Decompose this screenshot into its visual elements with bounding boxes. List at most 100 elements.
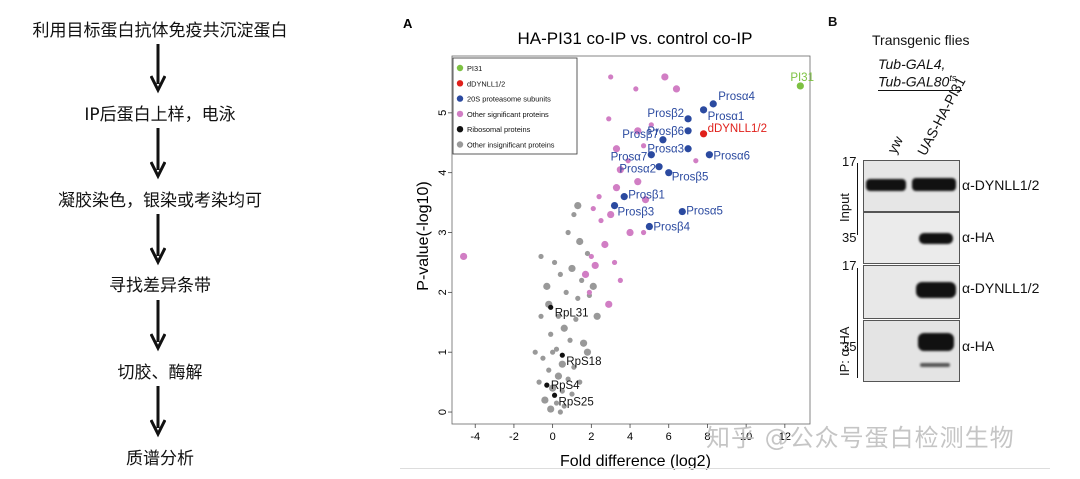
point-significant (626, 228, 634, 237)
point-label: Prosα4 (718, 91, 755, 103)
point-insignificant (565, 376, 571, 382)
blot-ip-ha (863, 320, 960, 382)
point-insignificant (565, 229, 571, 236)
point-20S (684, 127, 692, 135)
volcano-plot: A HA-PI31 co-IP vs. control co-IP -4 -2 0 2… (403, 16, 814, 470)
point-insignificant (577, 379, 583, 385)
point-label: Prosβ3 (618, 207, 655, 219)
flow-step-2: IP后蛋白上样，电泳 (84, 105, 236, 125)
point-insignificant (550, 349, 556, 355)
point-ribo (548, 304, 554, 310)
panel-b-title: Transgenic flies (872, 32, 970, 48)
antibody-label: α-DYNLL1/2 (962, 280, 1040, 296)
point-insignificant (540, 355, 546, 361)
point-insignificant (551, 259, 558, 266)
point-insignificant (589, 282, 597, 290)
y-tick-label: 2 (437, 289, 449, 295)
point-label: Prosβ5 (672, 172, 709, 184)
x-tick-label: 4 (627, 431, 633, 443)
down-arrow-icon (150, 214, 166, 266)
legend-marker (456, 95, 464, 102)
point-significant (634, 178, 642, 186)
down-arrow-icon (150, 44, 166, 94)
point-label: Prosβ6 (647, 126, 684, 138)
x-axis-label: Fold difference (log2) (560, 453, 711, 470)
point-insignificant (571, 364, 577, 370)
flow-step-4: 寻找差异条带 (109, 276, 211, 296)
point-insignificant (547, 405, 555, 413)
legend-entry: PI31 (467, 64, 482, 73)
point-significant (617, 277, 623, 283)
marker-17: 17 (842, 154, 857, 169)
point-label: Prosβ7 (622, 129, 659, 141)
x-tick-label: -2 (509, 431, 519, 443)
point-20S (665, 169, 673, 177)
point-insignificant (555, 313, 562, 319)
point-significant (693, 158, 699, 164)
flow-step-3: 凝胶染色，银染或考染均可 (58, 191, 262, 211)
legend-entry: Other significant proteins (467, 110, 549, 119)
point-insignificant (571, 211, 577, 218)
marker-35: 35 (842, 339, 857, 354)
point-20S (645, 222, 653, 231)
point-20S (659, 136, 667, 144)
down-arrow-icon (150, 128, 166, 180)
point-insignificant (569, 391, 575, 397)
panel-b-label: B (828, 14, 838, 29)
blot-input-ha (863, 212, 960, 264)
marker-35: 35 (842, 230, 857, 245)
point-significant (672, 85, 681, 93)
point-insignificant (575, 295, 581, 301)
x-tick-label: 12 (779, 431, 791, 443)
antibody-label: α-HA (962, 229, 995, 245)
point-label: RpS18 (566, 356, 601, 368)
y-tick-label: 0 (437, 409, 449, 415)
x-tick-label: -4 (470, 431, 480, 443)
point-ribo (544, 382, 550, 388)
point-ribo (551, 392, 558, 398)
point-ribo (559, 352, 565, 358)
panel-b: B Transgenic flies Tub-GAL4, Tub-GAL80ts… (820, 0, 1080, 479)
point-20S (647, 151, 655, 159)
lane-label-yw: yw (883, 133, 907, 156)
point-label: Prosα2 (619, 164, 656, 176)
flow-step-1: 利用目标蛋白抗体免疫共沉淀蛋白 (32, 21, 288, 41)
genotype-line2: Tub-GAL80ts (878, 73, 963, 91)
point-label: Prosα7 (611, 152, 648, 164)
point-20S (684, 145, 692, 153)
point-label: Prosα3 (647, 144, 684, 156)
point-label: Prosα5 (686, 206, 723, 218)
point-dDYNLL (699, 130, 708, 138)
point-significant (588, 253, 594, 260)
point-significant (640, 229, 647, 236)
panel-a-label: A (403, 16, 413, 31)
y-tick-label: 4 (437, 170, 449, 176)
point-insignificant (558, 360, 566, 368)
blot-ip-dynll (863, 265, 960, 319)
point-significant (608, 74, 614, 80)
legend-marker (456, 80, 464, 87)
legend-marker (456, 110, 464, 118)
point-20S (705, 151, 713, 159)
point-insignificant (541, 396, 549, 404)
point-insignificant (557, 271, 563, 278)
point-insignificant (574, 201, 582, 210)
point-significant (601, 240, 609, 249)
genotype-line1: Tub-GAL4, (878, 56, 946, 72)
flow-step-6: 质谱分析 (126, 449, 194, 469)
point-insignificant (563, 289, 569, 295)
point-insignificant (584, 250, 591, 257)
chart-title: HA-PI31 co-IP vs. control co-IP (518, 29, 753, 48)
point-insignificant (561, 403, 567, 409)
point-insignificant (553, 400, 560, 406)
point-significant (607, 210, 615, 219)
point-significant (460, 252, 468, 261)
plot-frame (451, 55, 811, 425)
point-label: Prosα6 (713, 151, 750, 163)
x-tick-label: 6 (666, 431, 672, 443)
point-significant (596, 194, 602, 200)
point-insignificant (546, 367, 552, 373)
point-insignificant (554, 372, 563, 380)
point-label: dDYNLL1/2 (708, 123, 767, 135)
